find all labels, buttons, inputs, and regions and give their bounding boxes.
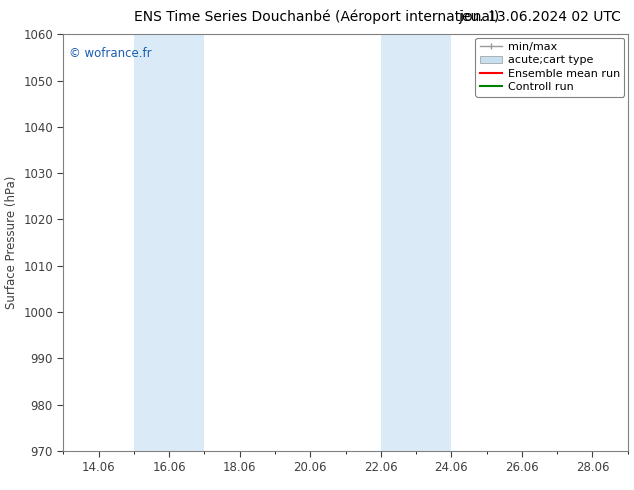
Bar (134, 34, 204, 451)
Text: ENS Time Series Douchanbé (Aéroport international): ENS Time Series Douchanbé (Aéroport inte… (134, 10, 500, 24)
Text: © wofrance.fr: © wofrance.fr (69, 47, 152, 60)
Y-axis label: Surface Pressure (hPa): Surface Pressure (hPa) (4, 176, 18, 309)
Text: jeu. 13.06.2024 02 UTC: jeu. 13.06.2024 02 UTC (458, 10, 621, 24)
Legend: min/max, acute;cart type, Ensemble mean run, Controll run: min/max, acute;cart type, Ensemble mean … (476, 38, 624, 97)
Bar (381, 34, 451, 451)
